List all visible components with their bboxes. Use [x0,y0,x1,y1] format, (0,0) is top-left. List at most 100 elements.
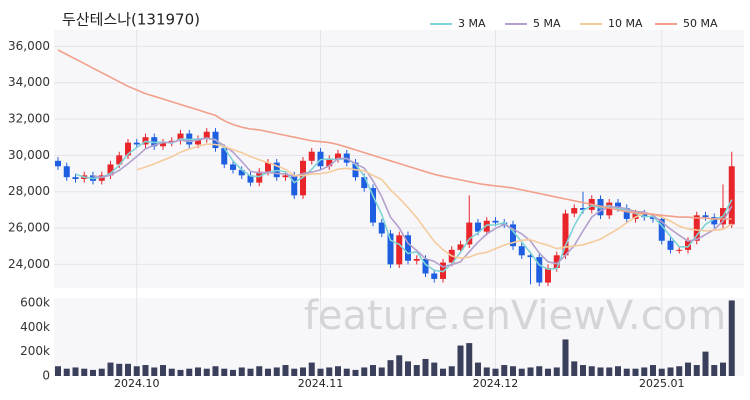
y-tick-label: 600k [20,295,50,309]
candle-body [597,198,604,216]
volume-bar [448,366,455,376]
candle-body [116,155,123,165]
volume-bar [378,367,385,376]
volume-bar [352,369,359,376]
watermark: feature.enViewV.com [304,293,726,339]
volume-bar [186,368,193,376]
y-tick-label: 36,000 [8,39,50,53]
volume-bar [195,367,201,376]
candle-body [571,208,578,214]
volume-bar [343,368,350,376]
y-tick-label: 24,000 [8,257,50,271]
volume-bar [265,368,271,376]
y-tick-label: 200k [20,344,50,358]
x-tick-label: 2024.10 [114,377,160,390]
volume-bar [160,365,166,376]
candle-body [615,202,621,209]
candle-body [151,137,158,147]
legend-label: 5 MA [533,17,561,30]
volume-bar [133,366,140,376]
legend-label: 50 MA [683,17,718,30]
volume-bar [203,368,210,376]
ma-line [92,137,733,268]
legend-label: 3 MA [458,17,486,30]
volume-bar [562,339,569,376]
volume-bar [300,367,306,376]
volume-bar [466,343,473,376]
candle-body [545,268,551,283]
candle-body [728,166,735,225]
candle-body [413,258,420,261]
y-tick-label: 400k [20,320,50,334]
chart-title: 두산테스나(131970) [62,11,200,29]
volume-bar [475,362,481,376]
candle-body [291,175,298,196]
volume-bar [116,363,123,376]
candle-body [396,235,403,265]
candle-body [457,244,464,250]
volume-bar [151,367,158,376]
candle-body [580,208,586,210]
volume-bar [230,369,236,376]
volume-bar [685,362,691,376]
volume-bar [571,361,578,376]
y-tick-label: 32,000 [8,112,50,126]
volume-bar [177,369,184,376]
volume-bar [317,368,324,376]
volume-bar [370,365,376,376]
volume-bar [142,365,149,376]
volume-bar [720,362,726,376]
candle-body [361,177,368,189]
candle-body [221,148,228,165]
candle-body [238,169,245,176]
volume-bar [308,362,315,376]
candle-body [702,215,709,218]
volume-bar [580,365,586,376]
volume-bar [291,368,298,376]
candle-body [265,162,271,172]
candle-body [650,217,656,219]
candle-body [55,160,61,167]
candle-body [63,166,70,178]
volume-bar [693,365,700,376]
volume-bar [597,367,604,376]
volume-bar [623,368,630,376]
volume-bar [98,368,105,376]
candle-body [177,133,184,141]
volume-bar [615,366,621,376]
y-tick-label: 26,000 [8,221,50,235]
volume-bar [457,345,464,376]
volume-bar [387,360,394,376]
candle-body [518,246,525,256]
candle-body [553,255,560,269]
volume-bar [413,365,420,376]
candle-body [326,159,333,167]
volume-bar [422,358,429,376]
candle-body [405,235,411,261]
volume-bar [168,368,175,376]
volume-bar [326,367,333,376]
volume-bar [361,367,368,376]
candle-body [203,131,210,140]
volume-bar [63,368,70,376]
candle-body [483,220,490,232]
candle-body [282,175,289,178]
volume-bar [55,366,61,376]
candle-body [536,257,543,283]
candle-body [125,142,131,156]
volume-bar [256,366,263,376]
y-tick-label: 28,000 [8,184,50,198]
ma-line [75,137,733,273]
volume-bar [518,368,525,376]
candle-body [422,258,429,274]
candle-body [247,175,254,183]
candle-body [510,224,516,247]
volume-bar [658,368,665,376]
volume-bar [396,355,403,376]
volume-bar [510,366,516,376]
candle-body [387,233,394,265]
candle-body [160,142,166,147]
candle-body [72,177,79,179]
volume-bar [711,365,718,376]
volume-bar [247,368,254,376]
